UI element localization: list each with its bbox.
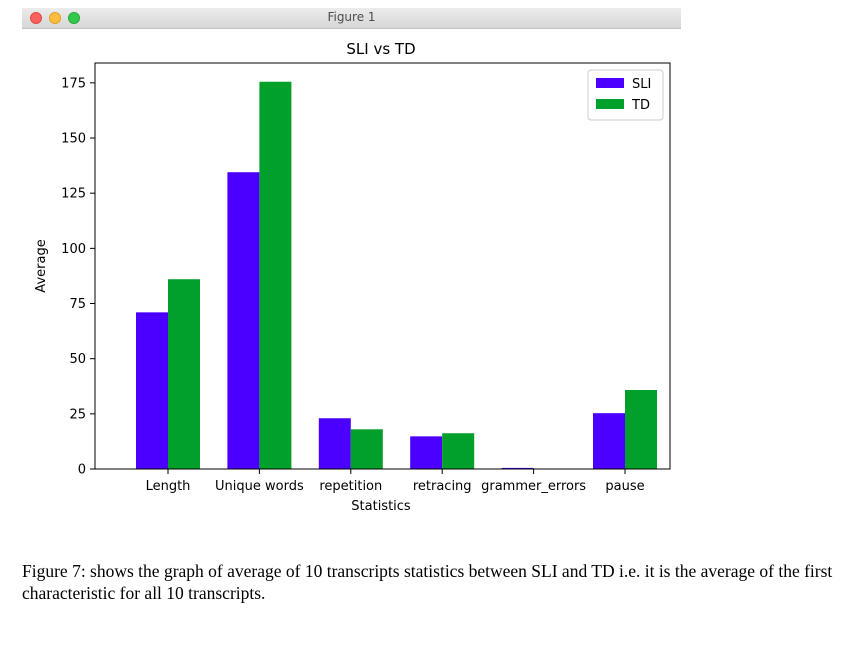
y-tick-label: 50 <box>69 352 86 367</box>
x-tick-label: retracing <box>413 479 472 494</box>
bar-sli-grammer-errors <box>501 467 534 469</box>
legend-label-td: TD <box>631 98 650 113</box>
plot-frame <box>94 62 671 470</box>
bar-sli-retracing <box>410 436 443 469</box>
bar-td-retracing <box>442 433 475 469</box>
bar-td-pause <box>625 390 657 469</box>
bar-sli-length <box>136 312 168 469</box>
x-axis-label: Statistics <box>351 499 411 514</box>
bar-td-repetition <box>350 429 383 469</box>
legend-swatch-td <box>596 99 624 109</box>
x-tick-label: grammer_errors <box>481 479 586 494</box>
window-titlebar: Figure 1 <box>22 8 681 29</box>
bar-td-unique-words <box>259 81 292 469</box>
legend-box <box>587 69 664 121</box>
chart-title: SLI vs TD <box>346 40 415 58</box>
zoom-window-button[interactable] <box>68 12 80 24</box>
close-window-button[interactable] <box>30 12 42 24</box>
y-tick-label: 75 <box>69 297 86 312</box>
x-tick-label: repetition <box>319 479 382 494</box>
legend-swatch-sli <box>596 78 624 88</box>
bar-chart: SLI vs TD 0 25 50 75 100 125 150 175 Length Uniq… <box>34 40 671 514</box>
bar-sli-pause <box>593 413 625 469</box>
legend-label-sli: SLI <box>632 77 651 92</box>
y-tick-label: 125 <box>61 187 86 202</box>
y-tick-label: 175 <box>61 76 86 91</box>
bar-sli-repetition <box>318 418 351 469</box>
x-tick-label: pause <box>605 479 644 494</box>
window-title: Figure 1 <box>327 10 376 24</box>
bar-td-length <box>168 279 200 469</box>
x-tick-label: Unique words <box>215 479 304 494</box>
legend: SLI TD <box>587 69 664 121</box>
y-axis-label: Average <box>34 239 49 292</box>
y-tick-label: 150 <box>61 132 86 147</box>
figure-caption: Figure 7: shows the graph of average of … <box>22 561 833 603</box>
y-tick-label: 25 <box>69 407 86 422</box>
y-tick-label: 0 <box>78 463 86 478</box>
minimize-window-button[interactable] <box>49 12 61 24</box>
x-tick-label: Length <box>146 479 191 494</box>
y-tick-label: 100 <box>61 242 86 257</box>
bar-sli-unique-words <box>227 172 260 469</box>
